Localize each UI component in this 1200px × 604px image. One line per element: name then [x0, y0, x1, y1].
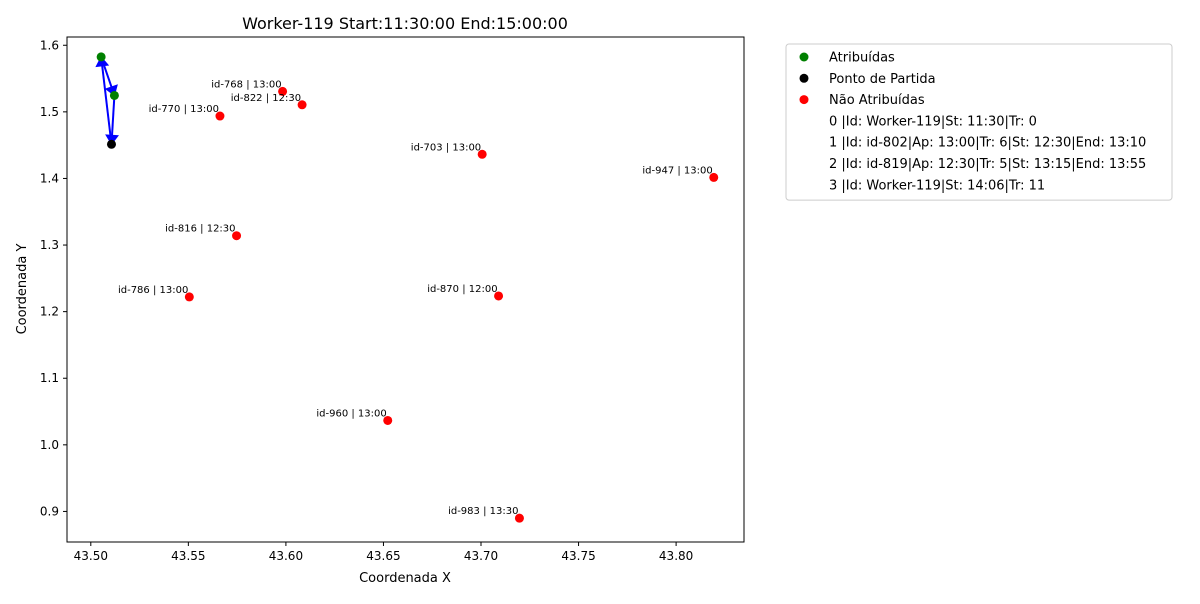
point-label: id-960 | 13:00: [316, 408, 386, 419]
y-axis-label: Coordenada Y: [15, 244, 30, 335]
point-label: id-768 | 13:00: [211, 79, 281, 90]
route-arrow-line: [100, 56, 113, 145]
route-arrow-head: [105, 134, 119, 146]
point-label: id-703 | 13:00: [411, 142, 481, 153]
scatter-point: [514, 513, 524, 523]
y-tick-label: 1.0: [40, 438, 59, 452]
y-tick-label: 1.4: [40, 171, 59, 185]
x-tick-label: 43.80: [659, 549, 693, 563]
legend-box: [785, 43, 1173, 201]
legend-entry: 0 |Id: Worker-119|St: 11:30|Tr: 0: [829, 114, 1037, 129]
point-label: id-983 | 13:30: [448, 506, 518, 517]
y-tick-label: 1.3: [40, 238, 59, 252]
x-axis-label: Coordenada X: [359, 571, 451, 586]
legend-marker: [799, 52, 809, 62]
axes-frame: [66, 36, 745, 543]
legend-entry: 3 |Id: Worker-119|St: 14:06|Tr: 11: [829, 178, 1045, 193]
scatter-point: [383, 415, 393, 425]
scatter-point: [297, 100, 307, 110]
point-label: id-770 | 13:00: [149, 104, 219, 115]
scatter-point: [477, 149, 487, 159]
legend-entry: 2 |Id: id-819|Ap: 12:30|Tr: 5|St: 13:15|…: [829, 157, 1146, 172]
x-tick-label: 43.55: [171, 549, 205, 563]
scatter-point: [106, 139, 116, 149]
y-tick-label: 1.5: [40, 105, 59, 119]
x-tick-label: 43.60: [269, 549, 303, 563]
plot-area: 43.50 43.55 43.60 43.65 43.70 43.75 43.80 0.9 1.…: [40, 36, 745, 563]
point-label: id-786 | 13:00: [118, 285, 188, 296]
y-tick-label: 1.2: [40, 305, 59, 319]
x-tick-label: 43.75: [561, 549, 595, 563]
y-tick-label: 0.9: [40, 504, 59, 518]
legend: Atribuídas Ponto de Partida Não Atribuídas…: [785, 43, 1173, 201]
route-arrow: [105, 95, 119, 146]
point-label: id-816 | 12:30: [165, 224, 235, 235]
x-tick-label: 43.50: [74, 549, 108, 563]
scatter-point: [96, 52, 106, 62]
legend-marker: [799, 73, 809, 83]
legend-label: Não Atribuídas: [829, 93, 925, 108]
chart-title: Worker-119 Start:11:30:00 End:15:00:00: [242, 14, 568, 33]
point-label: id-870 | 12:00: [427, 284, 497, 295]
scatter-point: [494, 291, 504, 301]
legend-marker: [799, 95, 809, 105]
legend-label: Ponto de Partida: [829, 72, 936, 87]
legend-entry: 1 |Id: id-802|Ap: 13:00|Tr: 6|St: 12:30|…: [829, 136, 1146, 151]
point-label: id-822 | 12:30: [231, 93, 301, 104]
scatter-point: [215, 111, 225, 121]
legend-label: Atribuídas: [829, 51, 895, 66]
scatter-point: [278, 86, 288, 96]
scatter-point: [184, 292, 194, 302]
scatter-point: [232, 231, 242, 241]
scatter-point: [709, 172, 719, 182]
x-tick-label: 43.65: [366, 549, 400, 563]
y-tick-label: 1.1: [40, 371, 59, 385]
x-tick-label: 43.70: [464, 549, 498, 563]
y-tick-label: 1.6: [40, 38, 59, 52]
scatter-point: [109, 90, 119, 100]
point-label: id-947 | 13:00: [642, 165, 712, 176]
